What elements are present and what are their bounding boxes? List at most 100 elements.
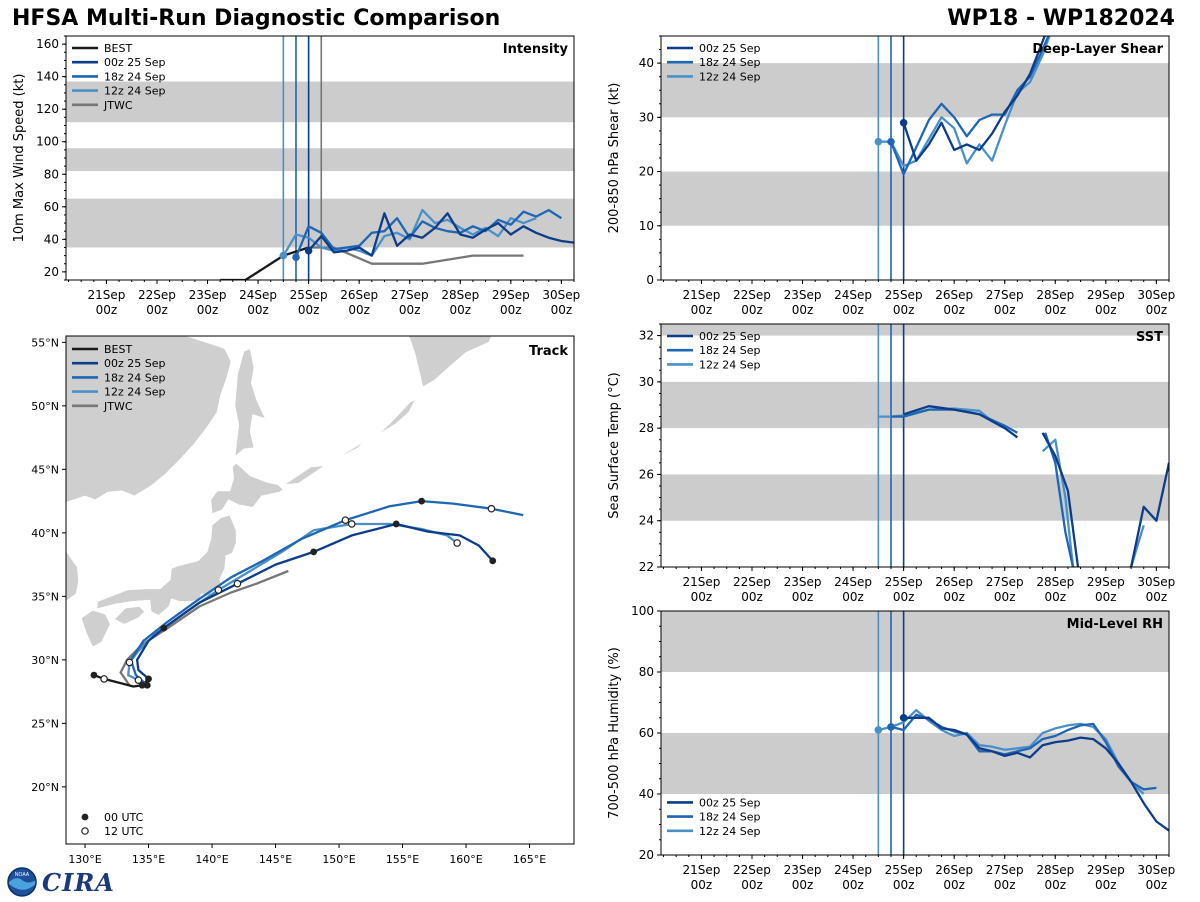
y-tick-label: 28 xyxy=(639,421,654,435)
x-tick-date: 24Sep xyxy=(834,575,872,589)
rh-init-point xyxy=(887,723,895,731)
track-line xyxy=(119,569,289,686)
x-tick-date: 24Sep xyxy=(834,863,872,877)
x-tick-date: 22Sep xyxy=(733,288,771,302)
track-point-12utc xyxy=(125,658,134,667)
shear-y-axis: 0 10 20 30 40 xyxy=(639,35,661,287)
x-tick-date: 27Sep xyxy=(986,863,1024,877)
x-tick-date: 25Sep xyxy=(885,288,923,302)
lat-tick-label: 50°N xyxy=(31,400,59,413)
x-tick-hour: 00z xyxy=(792,590,814,604)
intensity-y-label: 10m Max Wind Speed (kt) xyxy=(12,74,27,243)
lat-tick-label: 55°N xyxy=(31,336,59,349)
x-tick-hour: 00z xyxy=(1095,303,1117,317)
x-tick-date: 21Sep xyxy=(682,288,720,302)
track-point-12utc xyxy=(214,586,223,594)
x-tick-date: 26Sep xyxy=(935,575,973,589)
x-tick-hour: 00z xyxy=(1044,590,1066,604)
legend-label: 00z 25 Sep xyxy=(699,42,761,55)
x-tick-hour: 00z xyxy=(792,303,814,317)
y-tick-label: 10 xyxy=(639,219,654,233)
lat-tick-label: 35°N xyxy=(31,590,59,603)
y-tick-label: 20 xyxy=(639,165,654,179)
x-tick-date: 30Sep xyxy=(542,288,580,302)
lat-tick-label: 25°N xyxy=(31,717,59,730)
x-tick-date: 25Sep xyxy=(290,288,328,302)
intensity-series-line xyxy=(282,208,537,257)
x-tick-date: 23Sep xyxy=(784,863,822,877)
track-frame xyxy=(65,335,575,845)
shear-series-line xyxy=(902,36,1046,162)
y-tick-label: 0 xyxy=(646,273,654,287)
x-tick-hour: 00z xyxy=(741,590,763,604)
legend-label: 12z 24 Sep xyxy=(699,70,761,83)
landmass-sakhalin xyxy=(234,348,267,458)
lon-tick-label: 130°E xyxy=(68,853,101,866)
sst-shaded-band xyxy=(661,324,1169,336)
track-point-00utc xyxy=(143,681,151,689)
x-tick-hour: 00z xyxy=(994,590,1016,604)
y-tick-label: 80 xyxy=(639,665,654,679)
x-tick-hour: 00z xyxy=(1044,303,1066,317)
lon-tick-label: 135°E xyxy=(132,853,165,866)
y-tick-label: 24 xyxy=(639,514,654,528)
x-tick-hour: 00z xyxy=(792,878,814,892)
x-tick-hour: 00z xyxy=(500,303,522,317)
x-tick-hour: 00z xyxy=(691,303,713,317)
x-tick-hour: 00z xyxy=(348,303,370,317)
panel-sst: 22242628303221Sep00z22Sep00z23Sep00z24Se… xyxy=(607,323,1175,604)
panel-intensity: 2040608010012014016021Sep00z22Sep00z23Se… xyxy=(12,35,580,317)
marker-legend-label: 12 UTC xyxy=(104,825,144,838)
intensity-title: Intensity xyxy=(503,42,569,57)
track-point-12utc xyxy=(453,539,461,547)
sst-series-line xyxy=(903,405,1019,439)
x-tick-hour: 00z xyxy=(842,303,864,317)
y-tick-label: 20 xyxy=(639,848,654,862)
y-tick-label: 80 xyxy=(44,167,59,181)
y-tick-label: 100 xyxy=(36,135,59,149)
track-point-12utc xyxy=(100,675,108,683)
x-tick-hour: 00z xyxy=(146,303,168,317)
x-tick-date: 29Sep xyxy=(492,288,530,302)
x-tick-date: 30Sep xyxy=(1137,288,1175,302)
shear-shaded-band xyxy=(661,63,1169,118)
legend-label: BEST xyxy=(104,343,132,356)
x-tick-hour: 00z xyxy=(943,878,965,892)
track-line xyxy=(129,499,524,687)
shear-init-point xyxy=(899,118,908,127)
intensity-series-line xyxy=(307,212,574,257)
sst-series-line xyxy=(1041,432,1169,567)
x-tick-hour: 00z xyxy=(994,878,1016,892)
lat-tick-label: 30°N xyxy=(31,654,59,667)
lat-tick-label: 45°N xyxy=(31,463,59,476)
x-tick-hour: 00z xyxy=(893,590,915,604)
x-tick-date: 25Sep xyxy=(885,863,923,877)
marker-00utc-swatch xyxy=(81,813,89,821)
x-tick-date: 21Sep xyxy=(682,575,720,589)
marker-legend-label: 00 UTC xyxy=(104,811,144,824)
x-tick-hour: 00z xyxy=(1146,590,1168,604)
x-tick-date: 25Sep xyxy=(885,575,923,589)
x-tick-hour: 00z xyxy=(943,590,965,604)
noaa-logo-icon: NOAA xyxy=(7,867,37,897)
x-tick-date: 22Sep xyxy=(733,863,771,877)
y-tick-label: 40 xyxy=(639,787,654,801)
legend-label: 18z 24 Sep xyxy=(699,344,761,357)
track-line xyxy=(127,522,458,682)
sst-y-axis: 22 24 26 28 30 32 xyxy=(639,323,661,574)
x-tick-date: 23Sep xyxy=(189,288,227,302)
panel-shear: 01020304021Sep00z22Sep00z23Sep00z24Sep00… xyxy=(607,35,1175,317)
legend-label: 12z 24 Sep xyxy=(699,825,761,838)
landmass-kuril2 xyxy=(332,441,365,461)
intensity-shaded-band xyxy=(66,81,574,123)
legend-label: 18z 24 Sep xyxy=(104,371,166,384)
intensity-init-point xyxy=(279,251,288,260)
y-tick-label: 26 xyxy=(639,467,654,481)
sst-series-line xyxy=(1041,438,1145,567)
rh-y-axis: 20 40 60 80 100 xyxy=(631,604,661,862)
sst-y-label: Sea Surface Temp (°C) xyxy=(607,372,622,519)
legend-label: 18z 24 Sep xyxy=(699,811,761,824)
track-point-12utc xyxy=(233,579,242,588)
